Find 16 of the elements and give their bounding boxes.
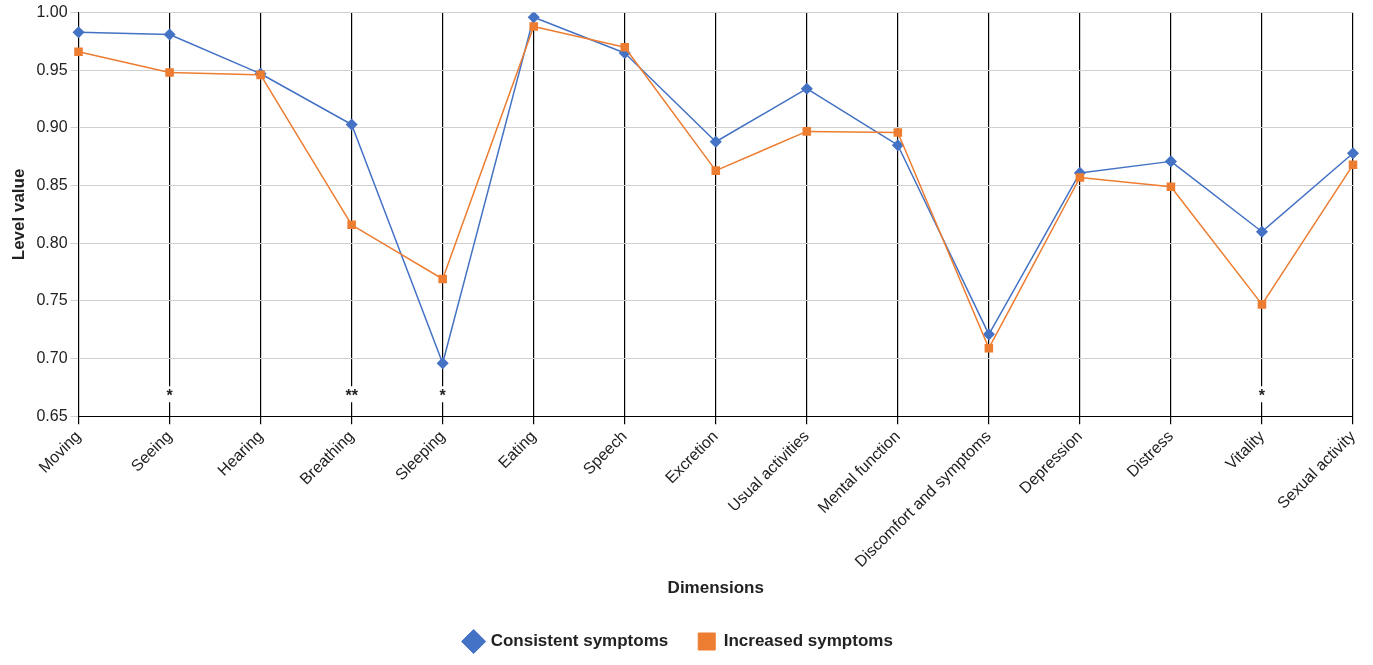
- legend-label: Increased symptoms: [723, 631, 893, 651]
- y-tick-label: 0.70: [36, 348, 68, 366]
- y-tick-label: 0.85: [36, 176, 68, 193]
- annotation: *: [166, 386, 174, 404]
- y-tick-label: 0.80: [36, 233, 68, 251]
- annotation: *: [1258, 386, 1266, 404]
- y-tick-label: 0.90: [36, 118, 68, 136]
- x-axis-title: Dimensions: [667, 578, 764, 598]
- legend-label: Consistent symptoms: [490, 631, 669, 651]
- annotation: **: [345, 386, 359, 404]
- y-tick-label: 0.65: [36, 406, 68, 424]
- y-tick-label: 1.00: [36, 3, 68, 21]
- y-tick-label: 0.75: [36, 291, 68, 309]
- y-tick-label: 0.95: [36, 60, 68, 78]
- annotation: *: [439, 386, 447, 404]
- y-axis-title: Level value: [8, 168, 28, 261]
